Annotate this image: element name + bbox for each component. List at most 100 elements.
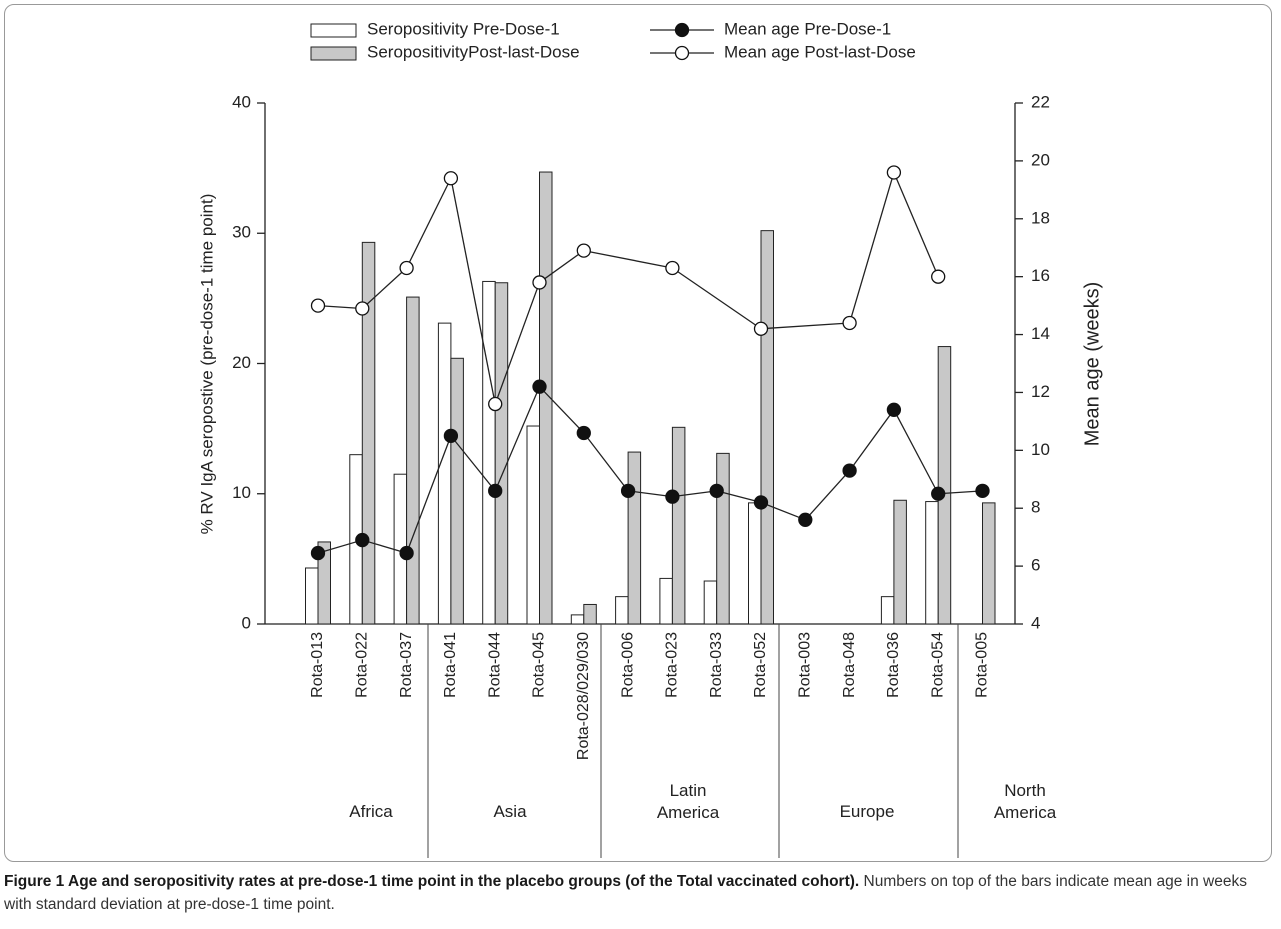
- x-tick-label: Rota-003: [797, 632, 814, 698]
- line-segment: [539, 250, 585, 283]
- group-label: Africa: [349, 802, 393, 821]
- line-point: [488, 396, 503, 412]
- bar: [627, 451, 642, 625]
- y2-tick-label: 6: [1031, 556, 1040, 575]
- line-point: [443, 428, 459, 444]
- y2-tick-label: 12: [1031, 382, 1050, 401]
- line-segment: [361, 267, 408, 309]
- line-point: [576, 243, 591, 258]
- line-segment: [893, 409, 939, 495]
- bar: [570, 614, 585, 625]
- line-point: [620, 483, 636, 499]
- line-segment: [405, 435, 452, 554]
- line-segment: [672, 267, 762, 330]
- bar: [450, 357, 464, 625]
- x-tick-label: Rota-036: [885, 632, 902, 698]
- line-point: [886, 165, 902, 180]
- y2-tick-label: 16: [1031, 266, 1050, 285]
- line-point: [355, 532, 370, 548]
- y-tick-label: 30: [232, 223, 251, 242]
- line-segment: [583, 249, 673, 269]
- line-point: [399, 260, 414, 276]
- line-point: [310, 545, 326, 561]
- y-tick-label: 20: [232, 353, 251, 372]
- line-segment: [362, 539, 407, 554]
- y-axis-label: % RV IgA seropostive (pre-dose-1 time po…: [197, 194, 216, 535]
- x-tick-label: Rota-037: [398, 632, 415, 698]
- line-segment: [539, 386, 585, 434]
- y2-tick-label: 20: [1031, 150, 1050, 169]
- x-tick-label: Rota-022: [354, 632, 371, 698]
- y2-tick-label: 10: [1031, 440, 1050, 459]
- bar: [748, 502, 762, 625]
- x-tick-label: Rota-044: [486, 632, 503, 698]
- x-tick-label: Rota-048: [841, 632, 858, 698]
- bar: [760, 230, 774, 625]
- line-point: [443, 171, 459, 186]
- line-point: [488, 483, 503, 499]
- line-segment: [317, 539, 363, 554]
- bar: [305, 567, 319, 625]
- frame: [4, 4, 1272, 862]
- caption-text: Numbers on top of the bars indicate mean…: [4, 873, 1247, 913]
- caption: Figure 1 Age and seropositivity rates at…: [4, 870, 1274, 916]
- bar: [526, 425, 540, 625]
- line-segment: [893, 172, 939, 277]
- chart: % RV IgA seropostive (pre-dose-1 time po…: [197, 19, 1103, 858]
- y-tick-label: 10: [232, 483, 251, 502]
- bar: [317, 541, 331, 625]
- line-point: [532, 379, 547, 394]
- legend-label: SeropositivityPost-last-Dose: [367, 42, 580, 61]
- legend-swatch: [310, 23, 357, 38]
- bar: [880, 596, 895, 625]
- line-point: [886, 402, 902, 417]
- group-label: Asia: [493, 802, 527, 821]
- line-segment: [938, 490, 983, 495]
- y-tick-label: 40: [232, 92, 251, 111]
- bar: [671, 426, 686, 625]
- bar: [437, 322, 452, 625]
- bar: [361, 241, 376, 625]
- line-segment: [760, 322, 850, 330]
- line-segment: [849, 409, 895, 471]
- line-point: [931, 486, 946, 501]
- line-point: [798, 512, 813, 527]
- bar: [482, 280, 496, 625]
- x-tick-label: Rota-013: [309, 632, 326, 698]
- group-label: Latin America: [656, 781, 720, 822]
- bar: [716, 452, 730, 625]
- bar: [982, 502, 996, 625]
- x-tick-label: Rota-005: [974, 632, 991, 698]
- line-point: [355, 301, 370, 316]
- line-segment: [406, 177, 452, 269]
- bar: [583, 603, 597, 625]
- line-point: [665, 489, 680, 504]
- line-segment: [583, 432, 629, 492]
- line-point: [975, 483, 990, 499]
- y2-tick-label: 22: [1031, 92, 1050, 111]
- bar: [937, 346, 952, 625]
- bar: [659, 577, 673, 625]
- bar: [925, 501, 939, 625]
- legend-label: Mean age Post-last-Dose: [724, 42, 916, 61]
- y2-tick-label: 14: [1031, 324, 1050, 343]
- caption-bold: Figure 1 Age and seropositivity rates at…: [4, 873, 860, 890]
- x-tick-label: Rota-054: [929, 632, 946, 698]
- bar: [494, 282, 509, 625]
- line-point: [753, 495, 769, 510]
- bar: [406, 296, 420, 625]
- y2-tick-label: 8: [1031, 498, 1040, 517]
- legend-marker: [674, 22, 690, 38]
- y2-tick-label: 18: [1031, 208, 1050, 227]
- group-label: North America: [993, 781, 1057, 822]
- x-tick-label: Rota-033: [708, 632, 725, 698]
- line-point: [399, 545, 414, 561]
- x-tick-label: Rota-023: [664, 632, 681, 698]
- line-segment: [672, 490, 717, 498]
- legend-swatch: [310, 46, 357, 61]
- line-point: [753, 321, 769, 336]
- x-tick-label: Rota-045: [531, 632, 548, 698]
- line-segment: [628, 490, 673, 498]
- x-tick-label: Rota-052: [752, 632, 769, 698]
- bar: [703, 580, 718, 625]
